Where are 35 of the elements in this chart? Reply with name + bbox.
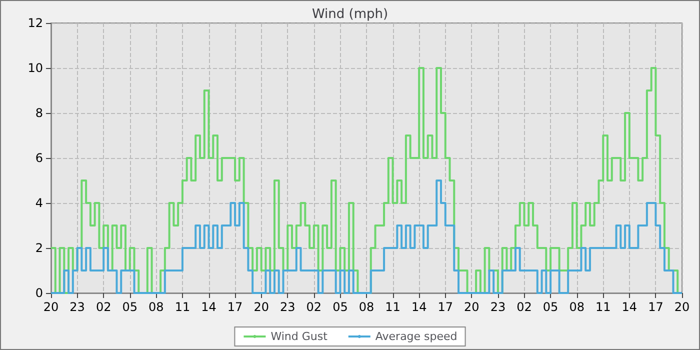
y-tick-label: 10	[28, 61, 43, 75]
x-tick-label: 23	[490, 300, 506, 314]
legend-label: Wind Gust	[270, 330, 328, 343]
x-tick-label: 17	[648, 300, 664, 314]
x-tick-label: 05	[332, 300, 348, 314]
y-tick-label: 0	[35, 286, 43, 300]
y-tick-label: 12	[28, 16, 43, 30]
x-tick-label: 08	[358, 300, 374, 314]
legend-label: Average speed	[375, 330, 458, 343]
x-tick-label: 02	[96, 300, 112, 314]
x-tick-label: 20	[254, 300, 269, 314]
x-tick-label: 23	[70, 300, 85, 314]
x-tick-label: 14	[201, 300, 216, 314]
x-tick-label: 17	[438, 300, 454, 314]
y-tick-label: 2	[35, 241, 43, 255]
x-tick-label: 02	[306, 300, 322, 314]
x-tick-label: 08	[569, 300, 584, 314]
x-tick-label: 11	[174, 300, 190, 314]
x-tick-label: 14	[411, 300, 427, 314]
y-tick-label: 4	[35, 196, 43, 210]
x-tick-label: 23	[280, 300, 296, 314]
x-tick-label: 05	[542, 300, 558, 314]
x-tick-label: 14	[622, 300, 638, 314]
x-tick-label: 20	[464, 300, 480, 314]
x-tick-label: 11	[595, 300, 611, 314]
x-tick-label: 17	[227, 300, 243, 314]
x-tick-label: 11	[385, 300, 400, 314]
x-tick-label: 20	[43, 300, 59, 314]
x-tick-label: 08	[148, 300, 164, 314]
chart-title: Wind (mph)	[312, 7, 388, 22]
y-tick-label: 8	[35, 106, 43, 120]
y-tick-label: 6	[35, 151, 43, 165]
x-tick-label: 05	[122, 300, 138, 314]
x-tick-label: 20	[674, 300, 690, 314]
x-tick-label: 02	[516, 300, 532, 314]
